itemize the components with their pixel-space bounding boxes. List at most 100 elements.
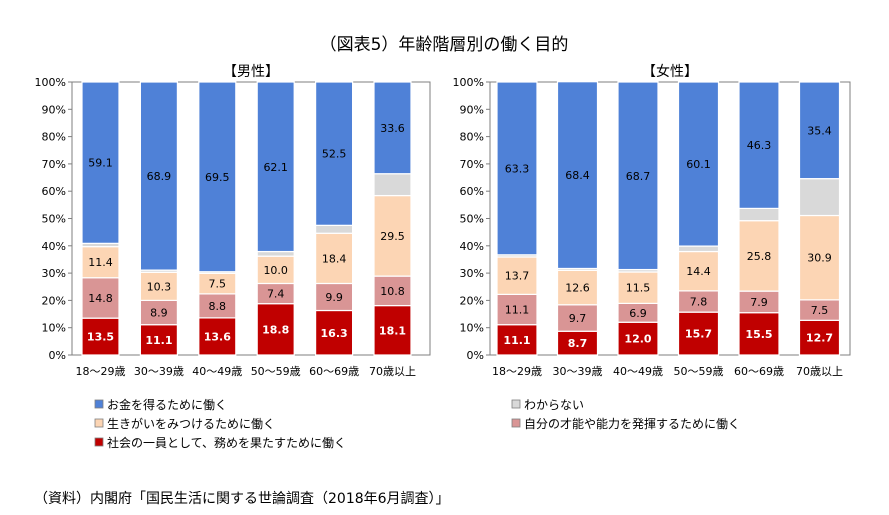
legend-swatch — [511, 418, 521, 428]
y-tick-label: 90% — [460, 103, 484, 116]
bar-segment-unknown — [315, 224, 354, 234]
y-tick-label: 10% — [42, 322, 66, 335]
bar-segment-unknown — [798, 178, 841, 217]
y-tick-label: 30% — [42, 267, 66, 280]
x-tick-label: 60～69歳 — [734, 365, 784, 378]
y-tick-label: 0% — [467, 349, 484, 362]
data-label: 6.9 — [629, 307, 647, 320]
y-tick-label: 80% — [460, 131, 484, 144]
data-label: 11.1 — [145, 334, 172, 347]
data-label: 16.3 — [321, 327, 348, 340]
data-label: 9.7 — [569, 312, 587, 325]
data-label: 60.1 — [686, 158, 711, 171]
legend-label: わからない — [524, 398, 584, 412]
data-label: 18.8 — [262, 323, 289, 336]
y-tick-label: 50% — [42, 213, 66, 226]
data-label: 18.4 — [322, 252, 347, 265]
data-label: 25.8 — [747, 250, 772, 263]
legend-item-ability: 自分の才能や能力を発揮するために働く — [511, 417, 740, 431]
data-label: 33.6 — [380, 122, 405, 135]
data-label: 10.8 — [380, 285, 405, 298]
data-label: 68.4 — [565, 169, 590, 182]
legend-swatch — [94, 399, 104, 409]
data-label: 11.1 — [503, 334, 530, 347]
bar-segment-money — [677, 81, 720, 247]
data-label: 13.5 — [87, 331, 114, 344]
bar-segment-money — [556, 81, 599, 270]
bar-segment-unknown — [738, 207, 780, 222]
data-label: 68.9 — [147, 170, 172, 183]
data-label: 11.1 — [505, 304, 530, 317]
data-label: 18.1 — [379, 324, 406, 337]
x-tick-label: 70歳以上 — [796, 365, 843, 378]
panel-title: 【女性】 — [642, 63, 698, 80]
bar-segment-money — [139, 81, 178, 271]
data-label: 11.5 — [626, 282, 651, 295]
data-label: 14.4 — [686, 265, 711, 278]
y-tick-label: 80% — [42, 131, 66, 144]
data-label: 15.7 — [685, 328, 712, 341]
bar-segment-purpose — [373, 194, 412, 277]
data-label: 69.5 — [205, 171, 230, 184]
legend-label: 社会の一員として、務めを果たすために働く — [107, 435, 346, 450]
data-label: 52.5 — [322, 148, 347, 161]
data-label: 12.7 — [806, 332, 833, 345]
y-tick-label: 0% — [49, 349, 66, 362]
bar-segment-ability — [81, 277, 120, 319]
bar-segment-money — [798, 81, 841, 180]
y-tick-label: 10% — [460, 322, 484, 335]
data-label: 46.3 — [747, 139, 772, 152]
data-label: 29.5 — [380, 230, 405, 243]
x-tick-label: 50～59歳 — [251, 365, 301, 378]
legend-item-society: 社会の一員として、務めを果たすために働く — [94, 435, 346, 450]
bar-segment-unknown — [677, 245, 720, 253]
x-tick-label: 30～39歳 — [134, 365, 184, 378]
data-label: 10.3 — [147, 280, 172, 293]
x-tick-label: 18～29歳 — [492, 365, 542, 378]
y-tick-label: 60% — [42, 185, 66, 198]
bar-segment-society — [738, 312, 780, 356]
data-label: 10.0 — [263, 264, 288, 277]
bar-segment-ability — [139, 299, 178, 326]
x-tick-label: 50～59歳 — [674, 365, 724, 378]
y-tick-label: 90% — [42, 103, 66, 116]
source-note: （資料）内閣府「国民生活に関する世論調査（2018年6月調査）」 — [34, 491, 450, 507]
data-label: 14.8 — [88, 292, 113, 305]
data-label: 68.7 — [626, 170, 651, 183]
data-label: 12.6 — [565, 282, 590, 295]
legend-label: 生きがいをみつけるために働く — [107, 416, 275, 431]
bar-segment-purpose — [315, 232, 354, 285]
bar-segment-money — [315, 81, 354, 226]
y-tick-label: 20% — [42, 294, 66, 307]
data-label: 7.5 — [209, 278, 227, 291]
y-tick-label: 30% — [460, 267, 484, 280]
data-label: 59.1 — [88, 157, 113, 170]
plot-area — [489, 81, 851, 356]
y-tick-label: 100% — [35, 76, 66, 89]
chart-panels: 【男性】 0% 10% 20% 30% 40% 50% 60% 70% 80% 90% 100% 13.… — [35, 63, 851, 378]
bar-segment-society — [139, 324, 178, 356]
bar-segment-purpose — [139, 271, 178, 302]
data-label: 30.9 — [807, 252, 832, 265]
bar-segment-money — [496, 81, 538, 256]
panel-title: 【男性】 — [223, 64, 279, 80]
bar-segment-money — [256, 81, 295, 253]
bar-segment-society — [198, 317, 237, 356]
legend-item-unknown: わからない — [511, 398, 584, 412]
data-label: 11.4 — [88, 256, 113, 269]
y-tick-label: 50% — [460, 213, 484, 226]
data-label: 8.9 — [150, 307, 168, 320]
data-label: 7.4 — [267, 288, 285, 301]
bar-segment-money — [617, 81, 659, 271]
y-tick-label: 100% — [453, 76, 484, 89]
data-label: 8.7 — [568, 337, 588, 350]
data-label: 8.8 — [209, 300, 227, 313]
data-label: 13.6 — [204, 330, 231, 343]
data-label: 35.4 — [807, 124, 832, 137]
y-tick-label: 40% — [42, 240, 66, 253]
data-label: 7.5 — [811, 304, 829, 317]
bar-segment-society — [617, 321, 659, 356]
figure-title: （図表5）年齢階層別の働く目的 — [320, 35, 569, 55]
bar-segment-society — [373, 304, 412, 356]
bar-segment-money — [738, 81, 780, 209]
